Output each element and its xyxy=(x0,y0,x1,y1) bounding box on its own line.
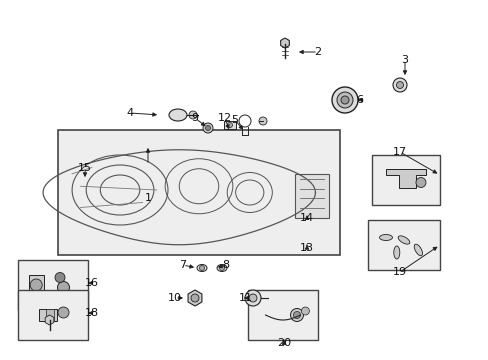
Circle shape xyxy=(331,87,357,113)
Bar xyxy=(18,260,88,310)
Text: 16: 16 xyxy=(85,278,99,288)
Circle shape xyxy=(55,273,65,283)
Bar xyxy=(18,290,88,340)
Bar xyxy=(371,155,439,205)
Text: 13: 13 xyxy=(299,243,313,253)
Circle shape xyxy=(244,290,261,306)
Text: 5: 5 xyxy=(231,115,238,125)
Bar xyxy=(39,309,57,321)
Circle shape xyxy=(30,279,42,291)
Text: 7: 7 xyxy=(179,260,186,270)
Circle shape xyxy=(396,81,403,89)
Circle shape xyxy=(227,122,232,127)
Text: 3: 3 xyxy=(401,55,407,65)
Circle shape xyxy=(199,266,204,270)
Bar xyxy=(247,290,317,340)
Circle shape xyxy=(191,294,199,302)
Text: 6: 6 xyxy=(356,95,363,105)
Text: 11: 11 xyxy=(239,293,252,303)
Circle shape xyxy=(58,307,69,318)
Ellipse shape xyxy=(217,265,226,271)
Bar xyxy=(224,121,236,129)
Ellipse shape xyxy=(169,109,186,121)
Bar xyxy=(367,220,439,270)
Bar xyxy=(58,130,339,255)
Bar xyxy=(46,309,54,321)
Ellipse shape xyxy=(393,246,399,259)
Ellipse shape xyxy=(397,236,409,244)
Circle shape xyxy=(189,111,197,119)
Text: 18: 18 xyxy=(85,308,99,318)
Bar xyxy=(28,275,44,295)
Ellipse shape xyxy=(379,234,392,240)
Text: 14: 14 xyxy=(299,213,313,223)
Text: 1: 1 xyxy=(144,193,151,203)
Circle shape xyxy=(340,96,348,104)
Circle shape xyxy=(248,294,257,302)
Circle shape xyxy=(293,311,300,319)
Circle shape xyxy=(336,92,352,108)
Text: 12: 12 xyxy=(218,113,232,123)
Text: 4: 4 xyxy=(126,108,133,118)
Text: 15: 15 xyxy=(78,163,92,173)
Text: 2: 2 xyxy=(314,47,321,57)
Circle shape xyxy=(290,309,303,321)
Text: 17: 17 xyxy=(392,147,406,157)
Text: 20: 20 xyxy=(276,338,290,348)
Ellipse shape xyxy=(197,265,206,271)
Bar xyxy=(294,174,328,217)
Circle shape xyxy=(205,126,210,130)
Ellipse shape xyxy=(413,244,422,256)
Circle shape xyxy=(392,78,406,92)
Text: 9: 9 xyxy=(191,113,198,123)
Circle shape xyxy=(301,307,309,315)
Text: 8: 8 xyxy=(222,260,229,270)
Circle shape xyxy=(58,282,69,293)
Circle shape xyxy=(259,117,266,125)
Polygon shape xyxy=(385,169,426,188)
Text: 10: 10 xyxy=(168,293,182,303)
Circle shape xyxy=(415,177,425,188)
Text: 19: 19 xyxy=(392,267,406,277)
Circle shape xyxy=(219,266,224,270)
Circle shape xyxy=(203,123,213,133)
